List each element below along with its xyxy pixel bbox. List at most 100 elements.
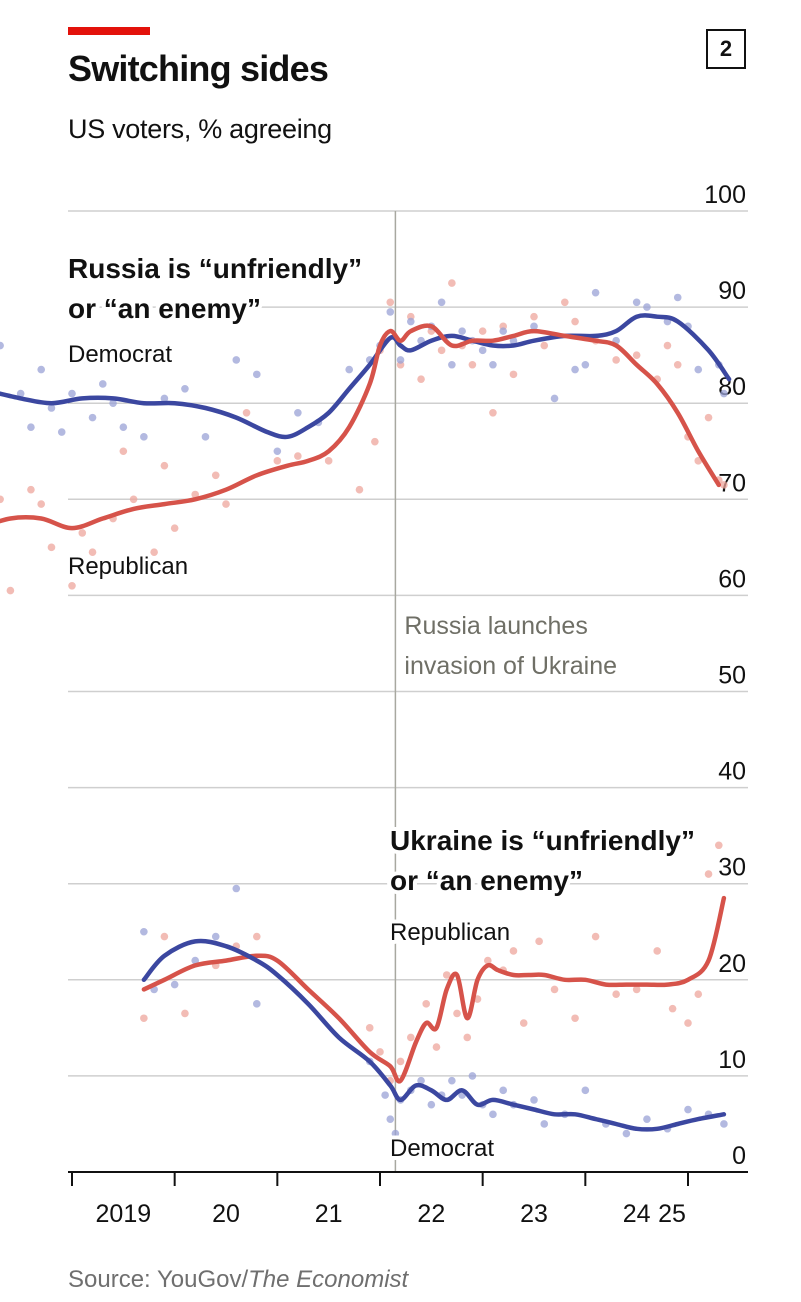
ukraine-republican-dot bbox=[252, 932, 261, 941]
source-note: Source: YouGov/The Economist bbox=[68, 1266, 408, 1294]
russia-democrat-dot bbox=[571, 365, 579, 374]
ukraine-republican-dot bbox=[407, 1033, 415, 1042]
russia-republican-dot bbox=[448, 279, 456, 287]
russia-republican-dot bbox=[417, 375, 425, 383]
russia-democrat-dot bbox=[160, 394, 169, 403]
russia-republican-dot bbox=[530, 312, 538, 321]
russia-republican-dot bbox=[37, 500, 45, 508]
ukraine-democrat-line bbox=[141, 938, 727, 1132]
ukraine-republican-dot bbox=[519, 1019, 528, 1027]
ukraine-democrat-dot bbox=[191, 956, 199, 965]
ukraine-republican-dot bbox=[442, 971, 451, 979]
russia-republican-dot bbox=[324, 457, 333, 465]
ukraine-republican-dot bbox=[694, 990, 703, 999]
y-tick-label-40: 40 bbox=[718, 758, 746, 786]
russia-democrat-dot bbox=[489, 360, 497, 369]
russia-republican-dot bbox=[663, 341, 672, 350]
ukraine-democrat-dot bbox=[381, 1091, 389, 1099]
russia-republican-dot bbox=[437, 346, 446, 355]
russia-republican-dot bbox=[222, 500, 230, 508]
russia-republican-dot bbox=[509, 370, 518, 379]
chart-title: Switching sides bbox=[68, 48, 329, 89]
x-tick-label-2022: 22 bbox=[417, 1200, 445, 1228]
ukraine-democrat-dot bbox=[643, 1115, 651, 1123]
russia-democrat-dot bbox=[478, 346, 487, 355]
russia-democrat-dot bbox=[530, 322, 538, 331]
russia-democrat-dot bbox=[581, 360, 590, 369]
russia-republican-dot bbox=[273, 457, 282, 465]
russia-democrat-label: Democrat bbox=[68, 341, 172, 368]
ukraine-democrat-label: Democrat bbox=[390, 1135, 494, 1162]
russia-democrat-dot bbox=[119, 423, 128, 432]
source-prefix: Source: YouGov/ bbox=[68, 1266, 249, 1293]
ukraine-republican-dot bbox=[140, 1014, 148, 1023]
russia-democrat-dot bbox=[643, 303, 651, 311]
ukraine-republican-dot bbox=[376, 1048, 384, 1056]
ukraine-republican-dot bbox=[632, 985, 641, 994]
russia-democrat-dot bbox=[458, 327, 466, 335]
ukraine-democrat-dot bbox=[622, 1129, 631, 1138]
ukraine-republican-dot bbox=[453, 1009, 461, 1018]
invasion-annotation-line2: invasion of Ukraine bbox=[404, 652, 617, 680]
russia-republican-dot bbox=[540, 341, 549, 350]
ukraine-republican-dot bbox=[422, 1000, 431, 1008]
ukraine-democrat-dot bbox=[170, 980, 179, 989]
ukraine-republican-dot bbox=[571, 1014, 579, 1023]
russia-democrat-dot bbox=[78, 356, 87, 364]
russia-republican-dot bbox=[68, 581, 76, 590]
y-tick-label-50: 50 bbox=[718, 662, 746, 690]
russia-republican-dot bbox=[355, 485, 364, 494]
russia-republican-dot bbox=[612, 356, 620, 364]
russia-republican-dot bbox=[720, 481, 728, 489]
russia-democrat-dot bbox=[68, 389, 76, 398]
ukraine-republican-dot bbox=[684, 1019, 692, 1027]
ukraine-republican-dot bbox=[181, 1009, 189, 1018]
ukraine-democrat-dot bbox=[540, 1120, 549, 1128]
source-publication: The Economist bbox=[248, 1266, 409, 1293]
ukraine-democrat-dot bbox=[386, 1115, 395, 1123]
ukraine-democrat-dot bbox=[140, 927, 148, 936]
y-tick-label-20: 20 bbox=[718, 950, 746, 978]
russia-democrat-dot bbox=[673, 293, 682, 302]
ukraine-republican-dot bbox=[432, 1043, 441, 1051]
russia-democrat-dot bbox=[437, 298, 446, 307]
ukraine-democrat-dot bbox=[468, 1072, 477, 1080]
russia-republican-dot bbox=[150, 548, 158, 556]
russia-democrat-dot bbox=[99, 380, 107, 388]
x-tick-label-2020: 20 bbox=[212, 1200, 240, 1228]
russia-republican-dot bbox=[119, 447, 128, 456]
russia-republican-dot bbox=[211, 471, 220, 480]
russia-democrat-dot bbox=[720, 389, 728, 398]
y-tick-label-90: 90 bbox=[718, 277, 746, 305]
russia-republican-dot bbox=[294, 452, 302, 460]
russia-democrat-dot bbox=[16, 389, 25, 398]
russia-republican-dot bbox=[371, 437, 379, 446]
russia-republican-dot bbox=[170, 524, 179, 532]
russia-panel-title-line2: or “an enemy” bbox=[68, 293, 261, 324]
russia-democrat-dot bbox=[47, 404, 56, 412]
russia-democrat-dot bbox=[232, 356, 241, 364]
ukraine-republican-dot bbox=[668, 1004, 677, 1013]
russia-republican-dot bbox=[129, 495, 138, 504]
russia-republican-dot bbox=[478, 327, 487, 335]
russia-democrat-dot bbox=[252, 370, 261, 379]
russia-republican-dot bbox=[191, 490, 199, 499]
invasion-annotation-line1: Russia launches bbox=[404, 612, 587, 640]
russia-republican-dot bbox=[0, 495, 4, 504]
ukraine-republican-dot bbox=[396, 1057, 405, 1066]
ukraine-panel-title-line1: Ukraine is “unfriendly” bbox=[390, 825, 695, 856]
russia-democrat-dot bbox=[37, 365, 45, 374]
russia-republican-dot bbox=[468, 360, 477, 369]
russia-democrat-dot bbox=[140, 433, 148, 441]
russia-republican-line bbox=[0, 323, 722, 531]
russia-republican-dot bbox=[386, 298, 395, 307]
russia-democrat-dot bbox=[499, 327, 508, 335]
ukraine-republican-dot bbox=[715, 841, 723, 850]
ukraine-republican-dot bbox=[160, 932, 169, 941]
russia-republican-dot bbox=[704, 413, 713, 422]
russia-republican-dot bbox=[673, 360, 682, 369]
chart-subtitle: US voters, % agreeing bbox=[68, 114, 332, 144]
brand-red-bar bbox=[68, 27, 150, 35]
russia-democrat-dot bbox=[386, 308, 395, 316]
